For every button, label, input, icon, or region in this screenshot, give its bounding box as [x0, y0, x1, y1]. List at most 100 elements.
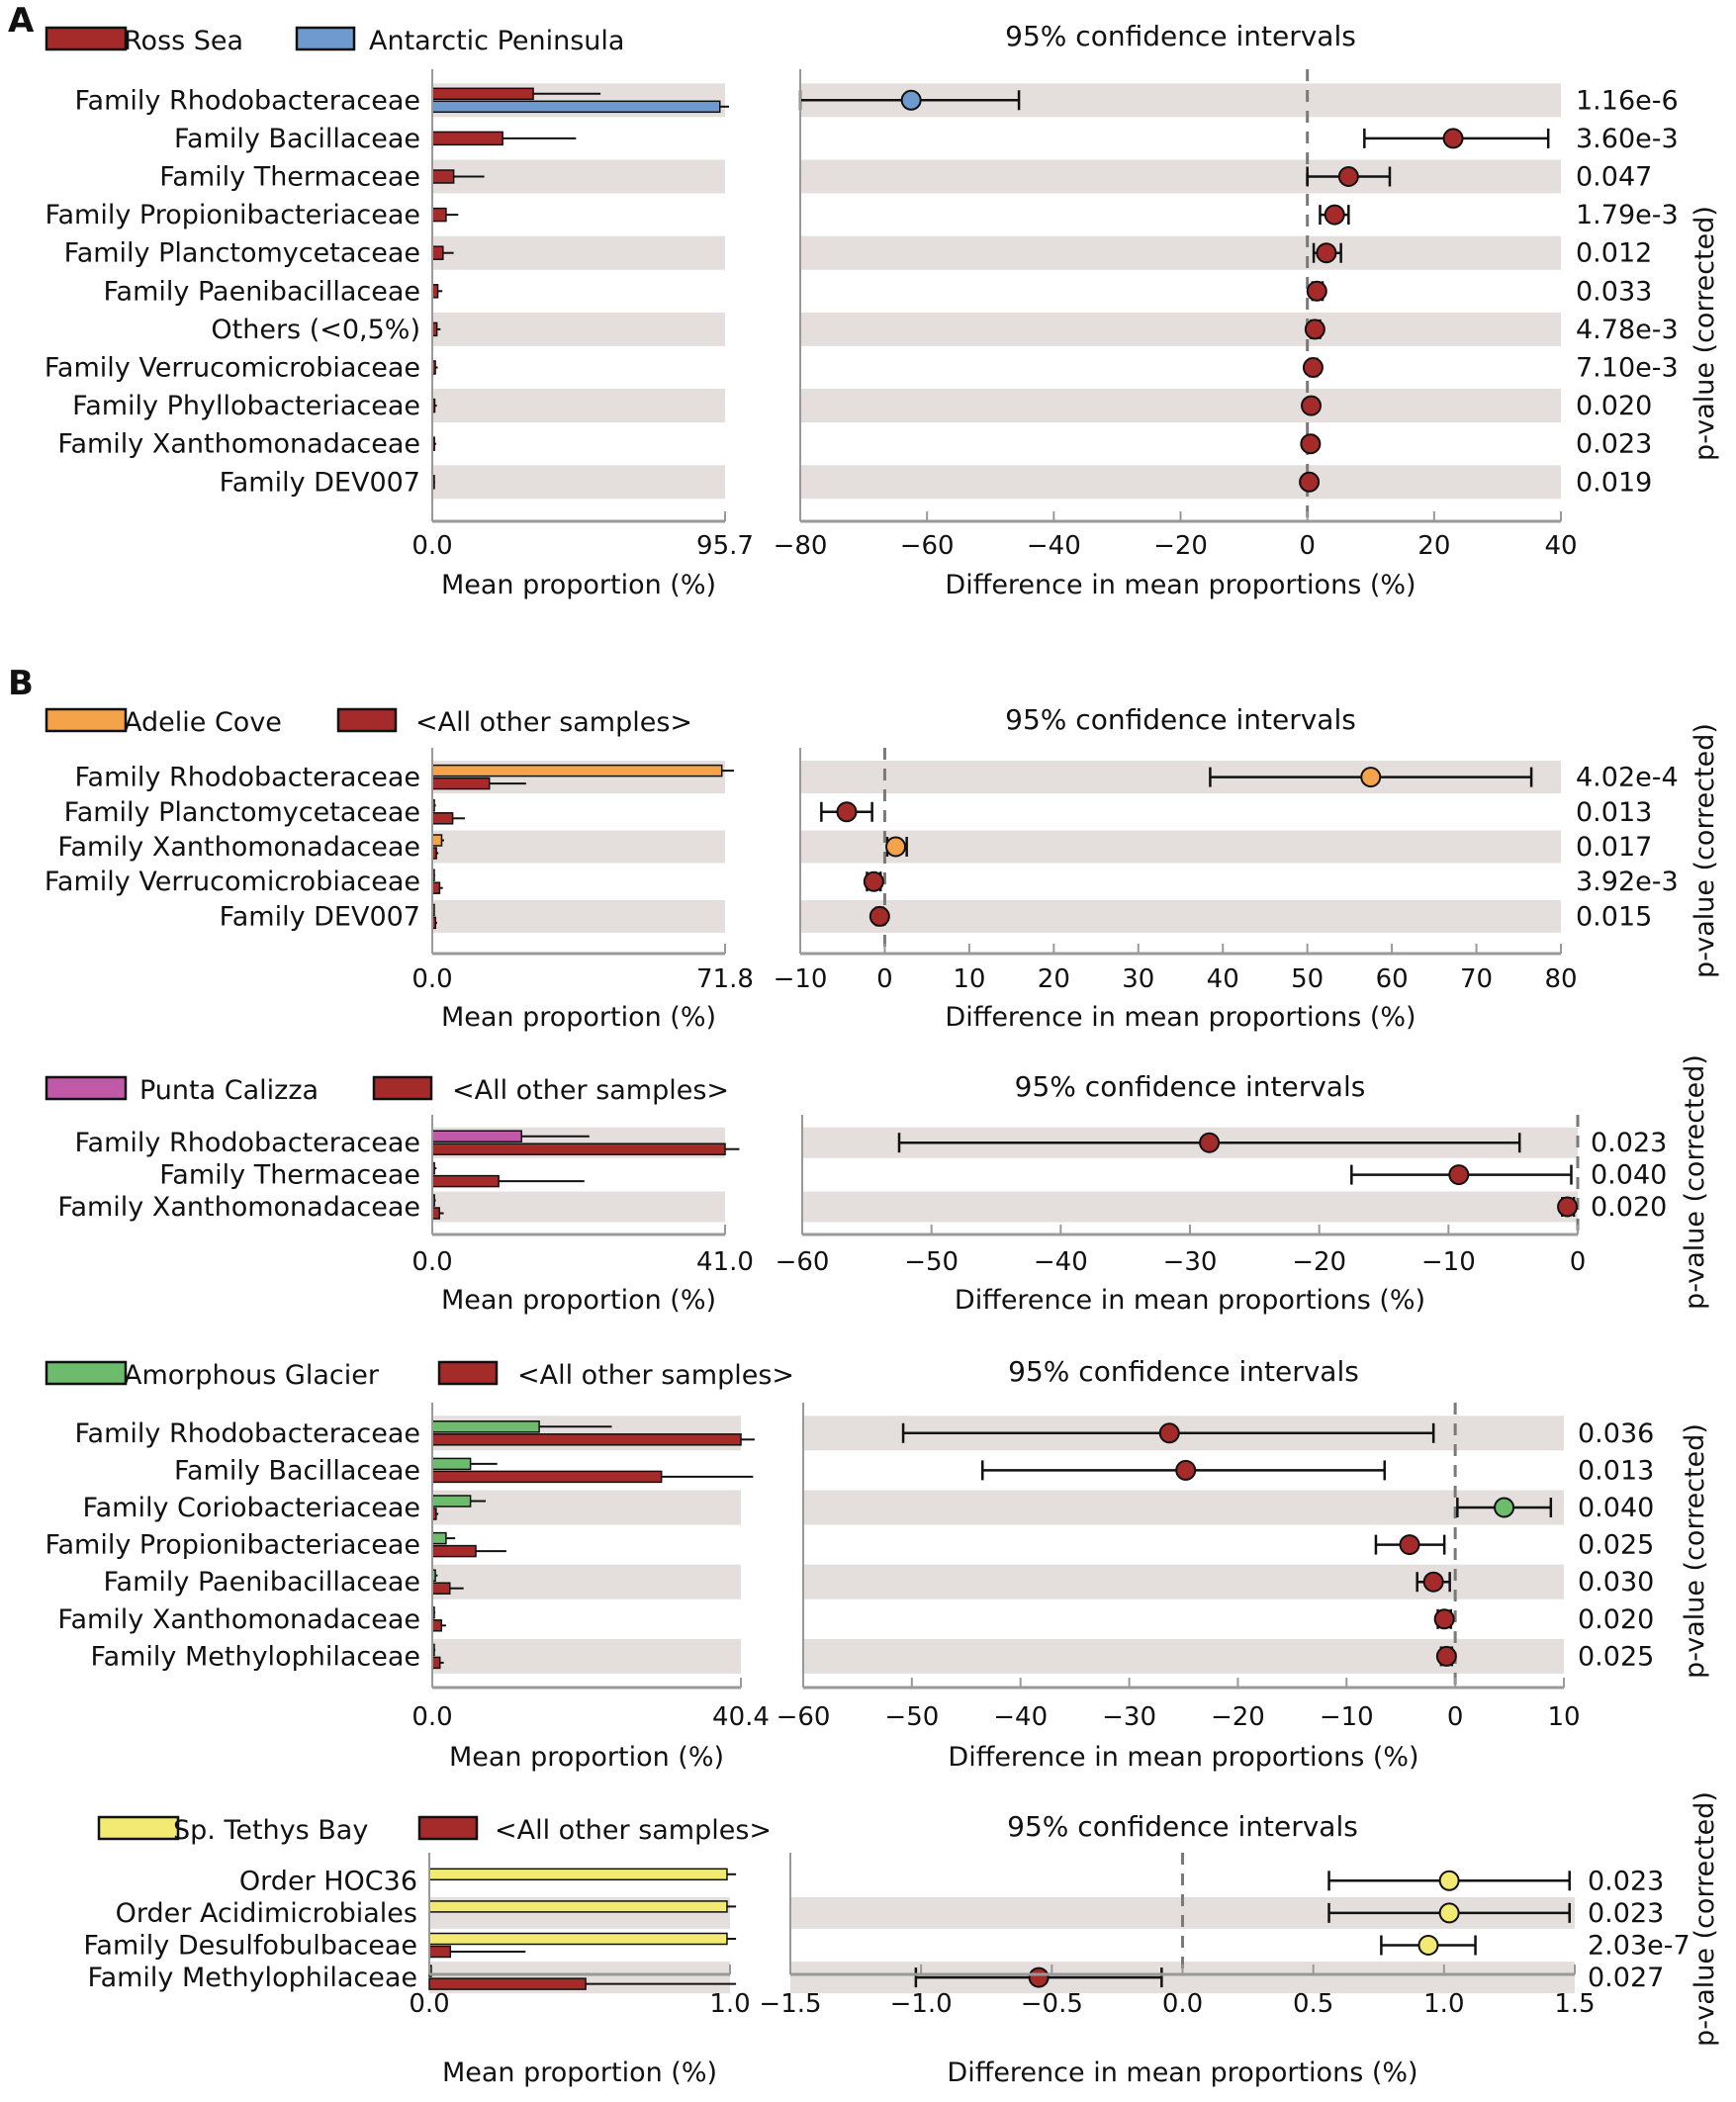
left-tick-label: 40.4	[712, 1702, 770, 1732]
ci-point	[885, 836, 907, 858]
legend-swatch-group1	[45, 707, 128, 733]
feature-label: Family Methylophilaceae	[91, 1641, 420, 1672]
p-value: 0.023	[1588, 1866, 1664, 1896]
mean-bar-group2	[431, 1174, 500, 1188]
mean-bar-group1	[431, 245, 444, 260]
row-band-left	[432, 235, 725, 270]
p-value: 0.020	[1576, 391, 1652, 421]
x-tick-label: 40	[1207, 964, 1239, 994]
legend-label-group1: Punta Calizza	[139, 1075, 319, 1106]
ci-point	[1337, 166, 1359, 187]
right-axis-title: Difference in mean proportions (%)	[945, 570, 1416, 600]
x-tick-label: −10	[1320, 1702, 1374, 1732]
legend-swatch-group1	[45, 1360, 128, 1386]
x-tick-label: −40	[1027, 531, 1081, 561]
mean-bar-group2	[431, 1582, 451, 1595]
legend-label-group2: <All other samples>	[415, 707, 692, 738]
ci-point	[1433, 1608, 1455, 1630]
ci-point	[1360, 767, 1382, 788]
x-tick-label: 1.5	[1554, 1989, 1595, 2019]
p-value: 4.02e-4	[1576, 763, 1679, 793]
p-value: 0.023	[1576, 429, 1652, 460]
row-band-right	[800, 312, 1561, 346]
x-tick-label: −50	[904, 1247, 959, 1277]
mean-bar-group2	[431, 881, 441, 894]
x-tick-label: 0.0	[1162, 1989, 1203, 2019]
p-value: 0.013	[1576, 797, 1652, 828]
ci-point	[900, 89, 922, 111]
ci-point	[1158, 1422, 1180, 1444]
feature-label: Family Phyllobacteriaceae	[72, 391, 420, 421]
pvalue-axis-label: p-value (corrected)	[1690, 723, 1720, 978]
left-axis-title: Mean proportion (%)	[442, 2057, 717, 2088]
feature-label: Family Rhodobacteraceae	[75, 763, 421, 793]
mean-bar-group2	[431, 1656, 441, 1670]
mean-bar-group1	[431, 1420, 540, 1433]
feature-label: Family Desulfobulbaceae	[83, 1931, 417, 1962]
ci-point	[836, 801, 858, 823]
ci-point	[1300, 433, 1322, 455]
legend-label-group1: Adelie Cove	[124, 707, 282, 738]
ci-point	[1316, 242, 1337, 264]
feature-label: Family Thermaceae	[159, 1160, 420, 1191]
p-value: 0.023	[1588, 1898, 1664, 1929]
p-value: 3.92e-3	[1576, 867, 1679, 897]
p-value: 0.012	[1576, 238, 1652, 269]
panel-label-a: A	[8, 1, 35, 41]
p-value: 0.020	[1591, 1192, 1667, 1223]
feature-label: Order Acidimicrobiales	[116, 1898, 417, 1929]
mean-bar-group1	[428, 1900, 728, 1913]
p-value: 3.60e-3	[1576, 124, 1679, 154]
row-band-left	[432, 1191, 725, 1223]
mean-bar-group2	[428, 1945, 452, 1959]
mean-bar-group1	[431, 764, 723, 777]
panel-b3: Amorphous Glacier <All other samples> 95% …	[45, 1355, 1710, 1773]
panel-b4: Sp. Tethys Bay <All other samples> 95% con…	[83, 1791, 1720, 2088]
feature-label: Family Rhodobacteraceae	[75, 1418, 421, 1449]
x-tick-label: −80	[774, 531, 828, 561]
x-tick-label: −60	[900, 531, 955, 561]
ci-point	[1199, 1132, 1221, 1153]
row-band-right	[800, 235, 1561, 270]
x-tick-label: −0.5	[1021, 1989, 1083, 2019]
x-tick-label: −1.0	[890, 1989, 953, 2019]
row-band-left	[432, 830, 725, 864]
legend-swatch-group1	[97, 1815, 180, 1841]
left-axis-title: Mean proportion (%)	[441, 1285, 716, 1316]
x-tick-label: 0.5	[1293, 1989, 1333, 2019]
legend-label-group2: <All other samples>	[452, 1075, 729, 1106]
row-band-left	[432, 389, 725, 423]
left-axis-title: Mean proportion (%)	[441, 1002, 716, 1033]
feature-label: Family Bacillaceae	[174, 124, 420, 154]
ci-point	[868, 905, 890, 927]
p-value: 0.023	[1591, 1128, 1667, 1158]
legend-swatch-group2	[295, 26, 356, 51]
ci-point	[1306, 280, 1327, 302]
ci-point	[1301, 395, 1323, 416]
left-tick-label: 0.0	[409, 1989, 449, 2019]
right-axis-title: Difference in mean proportions (%)	[947, 2057, 1417, 2088]
feature-label: Family Verrucomicrobiaceae	[45, 867, 420, 897]
x-tick-label: −60	[777, 1702, 831, 1732]
pvalue-axis-label: p-value (corrected)	[1680, 1423, 1710, 1679]
ci-point	[1557, 1196, 1579, 1218]
ci-point	[1422, 1571, 1444, 1593]
p-value: 0.040	[1591, 1160, 1667, 1191]
mean-bar-group1	[431, 1457, 472, 1471]
row-band-left	[432, 899, 725, 933]
x-tick-label: 50	[1291, 964, 1324, 994]
ci-point	[1302, 357, 1324, 378]
mean-bar-group1	[431, 87, 534, 101]
feature-label: Family Verrucomicrobiaceae	[45, 353, 420, 384]
row-band-right	[800, 899, 1561, 933]
p-value: 0.025	[1578, 1641, 1654, 1672]
right-axis-title: Difference in mean proportions (%)	[945, 1002, 1416, 1033]
legend-label-group1: Sp. Tethys Bay	[173, 1815, 368, 1846]
row-band-left	[432, 1490, 741, 1525]
x-tick-label: −30	[1102, 1702, 1156, 1732]
p-value: 0.013	[1578, 1455, 1654, 1486]
x-tick-label: −10	[1421, 1247, 1476, 1277]
p-value: 0.040	[1578, 1493, 1654, 1523]
panel-label-b: B	[8, 664, 34, 703]
right-axis-title: Difference in mean proportions (%)	[948, 1742, 1418, 1773]
